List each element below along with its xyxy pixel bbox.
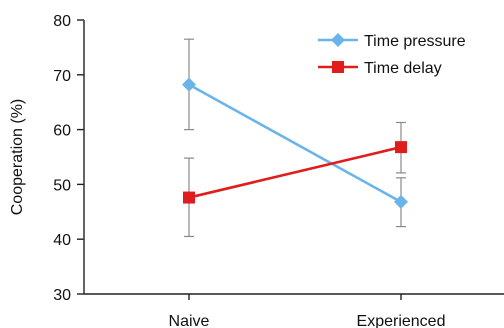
- data-point: [394, 194, 408, 209]
- ticks: 30 40 50 60 70 80 Naive Experienced: [53, 13, 445, 328]
- legend-marker: [332, 61, 344, 73]
- legend-label: Time delay: [364, 60, 442, 77]
- y-tick-label: 60: [53, 123, 71, 140]
- y-tick-label: 40: [53, 232, 71, 249]
- legend-marker: [331, 33, 345, 47]
- data-point: [395, 141, 407, 154]
- series-markers: [182, 77, 408, 209]
- x-tick-label: Naive: [169, 313, 210, 328]
- data-point: [182, 77, 196, 92]
- x-tick-label: Experienced: [357, 313, 446, 328]
- series-line-time-delay: [188, 145, 402, 199]
- data-point: [183, 191, 195, 204]
- axes: [83, 20, 504, 295]
- y-tick-label: 80: [53, 13, 71, 30]
- error-bars: [184, 38, 406, 238]
- y-tick-label: 50: [53, 177, 71, 194]
- legend-label: Time pressure: [364, 33, 466, 50]
- series-lines: [188, 83, 402, 204]
- y-tick-label: 30: [53, 287, 71, 304]
- y-axis-title: Cooperation (%): [9, 99, 26, 216]
- legend: Time pressure Time delay: [318, 33, 466, 77]
- y-tick-label: 70: [53, 68, 71, 85]
- series-line-time-pressure: [188, 83, 402, 204]
